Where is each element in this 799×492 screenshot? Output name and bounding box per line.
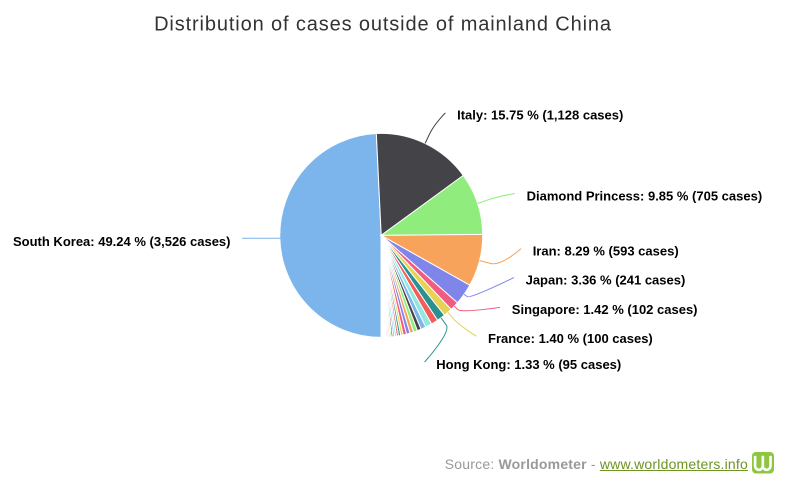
svg-text:South Korea: 49.24 % (3,526 ca: South Korea: 49.24 % (3,526 cases) — [13, 234, 231, 249]
svg-text:Iran: 8.29 % (593 cases): Iran: 8.29 % (593 cases) — [533, 243, 679, 258]
svg-text:Italy: 15.75 % (1,128 cases): Italy: 15.75 % (1,128 cases) — [457, 108, 623, 123]
svg-text:Japan: 3.36 % (241 cases): Japan: 3.36 % (241 cases) — [526, 272, 686, 287]
svg-text:Diamond Princess: 9.85 % (705: Diamond Princess: 9.85 % (705 cases) — [527, 188, 763, 203]
svg-text:Singapore: 1.42 % (102 cases): Singapore: 1.42 % (102 cases) — [512, 302, 698, 317]
svg-text:France: 1.40 % (100 cases): France: 1.40 % (100 cases) — [488, 331, 653, 346]
svg-text:Distribution of cases outside: Distribution of cases outside of mainlan… — [154, 14, 612, 36]
svg-text:Hong Kong: 1.33 % (95 cases): Hong Kong: 1.33 % (95 cases) — [436, 357, 621, 372]
